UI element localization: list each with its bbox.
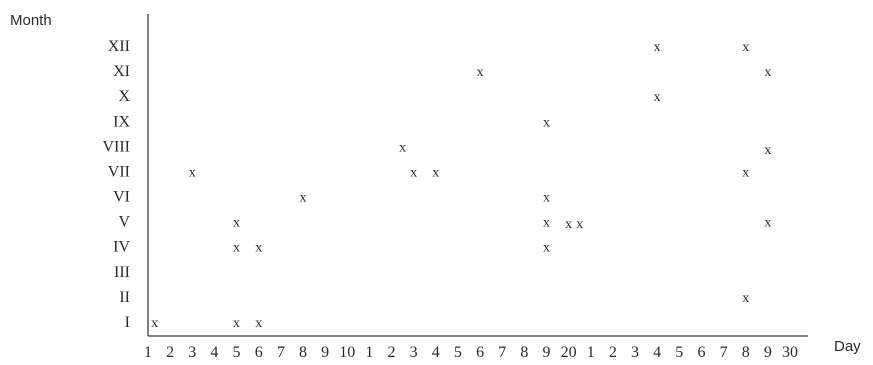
- data-point-x-marker: x: [189, 165, 196, 180]
- x-tick-label: 5: [233, 344, 241, 361]
- x-tick-label: 2: [609, 344, 617, 361]
- data-point-x-marker: x: [233, 316, 240, 331]
- x-tick-label: 2: [166, 344, 174, 361]
- x-tick-label: 7: [720, 344, 728, 361]
- x-tick-label: 9: [321, 344, 329, 361]
- data-point-x-marker: x: [742, 291, 749, 306]
- x-tick-label: 6: [255, 344, 263, 361]
- x-tick-label: 7: [498, 344, 506, 361]
- x-tick-label: 7: [277, 344, 285, 361]
- data-point-x-marker: x: [654, 40, 661, 55]
- x-tick-label: 1: [587, 344, 595, 361]
- x-tick-label: 8: [742, 344, 750, 361]
- data-point-x-marker: x: [255, 316, 262, 331]
- y-tick-label: VIII: [102, 138, 130, 155]
- data-point-x-marker: x: [543, 191, 550, 206]
- data-point-x-marker: x: [764, 216, 771, 231]
- y-tick-label: II: [119, 289, 130, 306]
- y-axis-title: Month: [10, 12, 52, 29]
- x-tick-label: 30: [782, 344, 798, 361]
- x-tick-label: 9: [764, 344, 772, 361]
- data-point-x-marker: x: [742, 40, 749, 55]
- y-tick-label: I: [125, 314, 130, 331]
- data-point-x-marker: x: [299, 191, 306, 206]
- data-point-x-marker: x: [654, 90, 661, 105]
- data-point-x-marker: x: [399, 140, 406, 155]
- data-point-x-marker: x: [565, 217, 572, 232]
- y-tick-label: VI: [113, 189, 130, 206]
- y-tick-label: IX: [113, 113, 130, 130]
- data-point-x-marker: x: [255, 241, 262, 256]
- y-tick-label: III: [114, 264, 130, 281]
- x-tick-label: 10: [339, 344, 355, 361]
- y-tick-label: X: [118, 88, 130, 105]
- x-tick-label: 4: [432, 344, 440, 361]
- x-tick-label: 2: [388, 344, 396, 361]
- x-tick-label: 3: [410, 344, 418, 361]
- x-tick-label: 1: [365, 344, 373, 361]
- data-point-x-marker: x: [233, 241, 240, 256]
- y-tick-label: VII: [108, 163, 130, 180]
- data-point-x-marker: x: [432, 165, 439, 180]
- data-point-x-marker: x: [576, 217, 583, 232]
- x-tick-label: 6: [476, 344, 484, 361]
- x-tick-label: 9: [542, 344, 550, 361]
- y-tick-label: XII: [108, 38, 130, 55]
- x-tick-label: 20: [561, 344, 577, 361]
- data-point-x-marker: x: [543, 216, 550, 231]
- x-tick-label: 1: [144, 344, 152, 361]
- data-point-x-marker: x: [764, 65, 771, 80]
- x-tick-label: 8: [299, 344, 307, 361]
- y-tick-label: IV: [113, 239, 130, 256]
- x-tick-label: 6: [697, 344, 705, 361]
- x-tick-label: 4: [653, 344, 661, 361]
- data-point-x-marker: x: [742, 165, 749, 180]
- x-tick-label: 5: [454, 344, 462, 361]
- x-tick-label: 8: [520, 344, 528, 361]
- data-point-x-marker: x: [543, 115, 550, 130]
- data-point-x-marker: x: [764, 143, 771, 158]
- data-point-x-marker: x: [233, 216, 240, 231]
- x-tick-label: 4: [210, 344, 218, 361]
- y-tick-label: V: [118, 214, 130, 231]
- y-tick-label: XI: [113, 63, 130, 80]
- x-tick-label: 3: [188, 344, 196, 361]
- x-tick-label: 3: [631, 344, 639, 361]
- data-point-x-marker: x: [477, 65, 484, 80]
- data-point-x-marker: x: [151, 316, 158, 331]
- x-tick-label: 5: [675, 344, 683, 361]
- data-point-x-marker: x: [543, 241, 550, 256]
- x-axis-title: Day: [834, 338, 861, 355]
- x-tick-labels: 1 2 3 4 5 6 7 8 9 10 1 2 3 4 5 6 7 8 9 20 1 2 3 4 5 6 7 8 9 30: [144, 344, 798, 361]
- data-point-x-marker: x: [410, 165, 417, 180]
